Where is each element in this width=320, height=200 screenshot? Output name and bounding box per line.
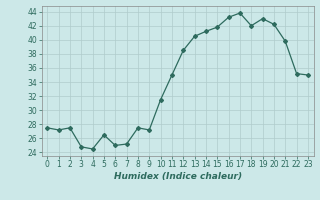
X-axis label: Humidex (Indice chaleur): Humidex (Indice chaleur) <box>114 172 242 181</box>
